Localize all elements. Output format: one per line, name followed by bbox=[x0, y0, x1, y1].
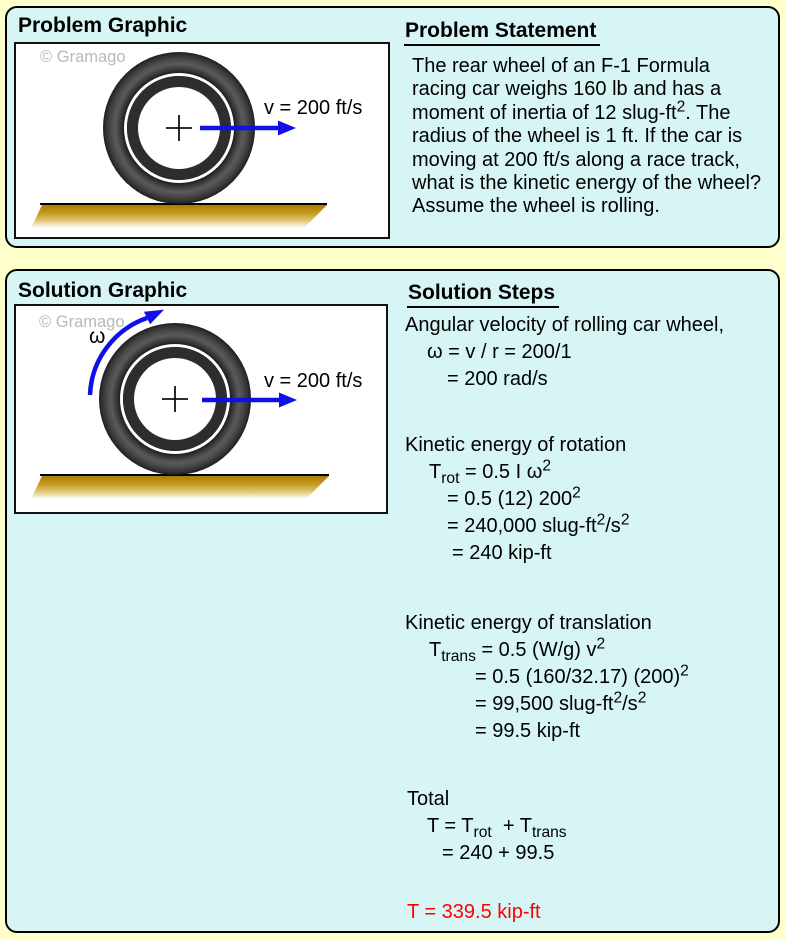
solution-step-line: Kinetic energy of rotation bbox=[405, 434, 627, 456]
solution-step-line: = 240 kip-ft bbox=[452, 542, 552, 564]
ground bbox=[31, 203, 327, 228]
statement-line: radius of the wheel is 1 ft. If the car … bbox=[412, 125, 743, 148]
hub-cross-icon bbox=[162, 386, 188, 412]
watermark-label: © Gramago bbox=[39, 313, 125, 331]
velocity-arrow-icon bbox=[200, 120, 296, 136]
solution-step-line: T = 339.5 kip-ft bbox=[407, 901, 541, 923]
solution-step-line: = 99,500 slug-ft2/s2 bbox=[475, 689, 647, 715]
solution-graphic-title: Solution Graphic bbox=[18, 279, 188, 302]
solution-wheel-graphic: © Gramago ω v = 200 ft/s bbox=[31, 309, 362, 499]
statement-line: moment of inertia of 12 slug-ft2. The bbox=[412, 98, 731, 124]
omega-label: ω bbox=[89, 325, 105, 348]
problem-graphic-box: © Gramago v = 200 ft/s bbox=[14, 42, 390, 239]
solution-step-line: = 99.5 kip-ft bbox=[475, 720, 581, 742]
tire-icon bbox=[99, 323, 251, 475]
solution-step-line: = 240 + 99.5 bbox=[442, 842, 555, 864]
solution-step-line: = 200 rad/s bbox=[447, 368, 548, 390]
solution-panel: Solution Graphic bbox=[5, 269, 780, 933]
solution-graphic-box: © Gramago ω v = 200 ft/s bbox=[14, 304, 388, 514]
problem-statement-text: The rear wheel of an F-1 Formula racing c… bbox=[412, 55, 784, 219]
problem-panel: Problem Graphic bbox=[5, 6, 780, 248]
statement-line: moving at 200 ft/s along a race track, bbox=[412, 148, 740, 171]
solution-step-line: Angular velocity of rolling car wheel, bbox=[405, 314, 725, 336]
problem-graphic-title: Problem Graphic bbox=[18, 14, 188, 37]
ground bbox=[31, 474, 329, 499]
solution-step-line: ω = v / r = 200/1 bbox=[427, 341, 572, 363]
velocity-label: v = 200 ft/s bbox=[264, 370, 362, 392]
velocity-arrow-icon bbox=[202, 392, 297, 408]
problem-statement-title: Problem Statement bbox=[404, 19, 601, 46]
statement-line: what is the kinetic energy of the wheel? bbox=[412, 172, 762, 195]
solution-steps-text: Angular velocity of rolling car wheel, ω … bbox=[405, 312, 783, 926]
velocity-label: v = 200 ft/s bbox=[264, 97, 362, 119]
statement-line: racing car weighs 160 lb and has a bbox=[412, 78, 722, 101]
solution-step-line: T = Trot + Ttrans bbox=[427, 815, 567, 841]
solution-step-line: = 0.5 (12) 2002 bbox=[447, 484, 581, 510]
statement-line: Assume the wheel is rolling. bbox=[412, 195, 660, 218]
watermark-label: © Gramago bbox=[40, 48, 126, 66]
solution-steps-title: Solution Steps bbox=[407, 281, 559, 308]
solution-step-line: Trot = 0.5 I ω2 bbox=[429, 457, 551, 487]
rotation-arrow-icon bbox=[87, 309, 165, 396]
solution-step-line: = 240,000 slug-ft2/s2 bbox=[447, 511, 630, 537]
solution-step-line: Ttrans = 0.5 (W/g) v2 bbox=[429, 635, 606, 665]
problem-wheel-graphic: © Gramago v = 200 ft/s bbox=[31, 48, 362, 228]
solution-step-line: = 0.5 (160/32.17) (200)2 bbox=[475, 662, 689, 688]
solution-step-line: Total bbox=[407, 788, 450, 810]
statement-line: The rear wheel of an F-1 Formula bbox=[412, 55, 710, 77]
solution-step-line: Kinetic energy of translation bbox=[405, 612, 652, 634]
hub-cross-icon bbox=[166, 115, 192, 141]
